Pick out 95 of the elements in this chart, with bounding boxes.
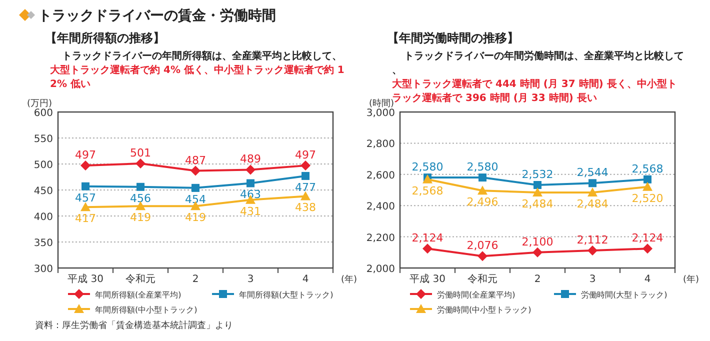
y-tick-label: 350 [34,238,53,249]
data-label: 463 [240,188,261,202]
data-label: 417 [75,212,96,226]
y-tick-label: 400 [34,212,53,223]
data-label: 487 [185,154,206,167]
point [82,182,90,190]
y-tick-label: 300 [34,264,53,275]
point [478,174,486,182]
point [534,181,542,190]
legend-label: 労働時間(全産業平均) [437,290,516,300]
data-label: 2,544 [576,166,608,180]
data-label: 2,532 [522,168,554,182]
x-tick-label: 4 [644,274,651,285]
x-tick-label: 2 [192,274,199,285]
point [588,246,598,256]
text: 大型トラック運転者で約 4% 低く、中小型トラック運転者で約 12% 低い [49,64,344,90]
data-label: 419 [185,211,206,224]
x-tick-label: 4 [302,274,309,285]
legend-label: 労働時間(大型トラック) [581,290,668,300]
y-tick-label: 500 [34,160,53,171]
data-label: 2,580 [412,160,444,174]
y-tick-label: 450 [34,186,53,197]
y-tick-label: 600 [34,108,53,119]
data-label: 2,568 [412,184,444,198]
chart-title: トラックドライバーの賃金・労働時間 [38,8,276,24]
data-label: 2,520 [632,192,664,205]
data-label: 2,076 [466,239,498,252]
data-label: 431 [240,204,261,218]
legend-label: 労働時間(中小型トラック) [437,306,532,314]
x-axis-title: (年) [340,274,358,285]
x-tick-label: 3 [247,274,254,285]
data-label: 497 [295,148,316,162]
point [300,160,310,171]
text: トラックドライバーの年間所得額は、全産業平均と比較して、 [62,50,342,62]
text: 資料：厚生労働省「賃金構造基本統計調査」より [35,320,233,331]
data-label: 2,568 [632,162,664,176]
data-label: 2,580 [466,160,498,174]
point [80,160,90,171]
point [192,184,200,192]
data-label: 438 [295,201,316,214]
legend-label: 年間所得額(全産業平均) [95,290,182,300]
point [642,244,652,254]
text: トラックドライバーの年間労働時間は、全産業平均と比較して、 [392,50,684,76]
y-tick-label: 2,800 [366,139,395,150]
point [642,182,652,191]
point [136,158,146,168]
data-label: 2,124 [632,232,664,245]
x-tick-label: 令和元 [468,273,498,285]
data-label: 456 [130,192,151,205]
point [246,164,256,175]
y-tick-label: 2,400 [366,202,395,213]
point [478,251,488,262]
point [644,175,652,184]
y-tick-label: 2,000 [366,264,395,275]
point [300,191,310,200]
legend-label: 年間所得額(大型トラック) [239,290,334,300]
point [532,187,542,196]
data-label: 477 [295,180,316,194]
x-axis-title: (年) [682,274,700,285]
x-tick-label: 3 [589,274,596,285]
data-label: 457 [75,191,96,204]
data-label: 2,124 [412,232,444,245]
point [532,247,542,258]
data-label: 501 [130,146,151,160]
data-label: 2,100 [522,235,554,248]
data-label: 2,484 [522,197,554,210]
data-label: 454 [185,192,206,206]
point [80,202,90,212]
x-tick-label: 令和元 [126,273,156,285]
chart-subtitle: 【年間所得額の推移】 [45,31,165,45]
data-label: 489 [240,152,261,166]
y-tick-label: 2,200 [366,232,395,244]
y-axis-title: (時間) [368,98,394,109]
data-label: 2,496 [466,196,498,209]
point [588,187,598,196]
point [588,179,596,188]
y-tick-label: 550 [34,134,53,145]
y-tick-label: 2,600 [366,170,395,182]
point [478,186,488,195]
point [422,244,432,254]
data-label: 2,112 [576,234,608,247]
point [302,172,310,180]
data-label: 497 [75,148,96,162]
x-tick-label: 平成 30 [410,273,446,285]
chart-subtitle: 【年間労働時間の推移】 [387,31,519,45]
x-tick-label: 平成 30 [68,273,104,285]
y-axis-title: (万円) [26,99,52,109]
y-tick-label: 3,000 [366,108,395,119]
point [136,182,144,191]
point [246,179,254,188]
legend-label: 年間所得額(中小型トラック) [95,306,198,314]
data-label: 2,484 [576,197,608,210]
x-tick-label: 2 [534,274,541,285]
data-label: 419 [130,211,151,224]
point [190,166,200,176]
